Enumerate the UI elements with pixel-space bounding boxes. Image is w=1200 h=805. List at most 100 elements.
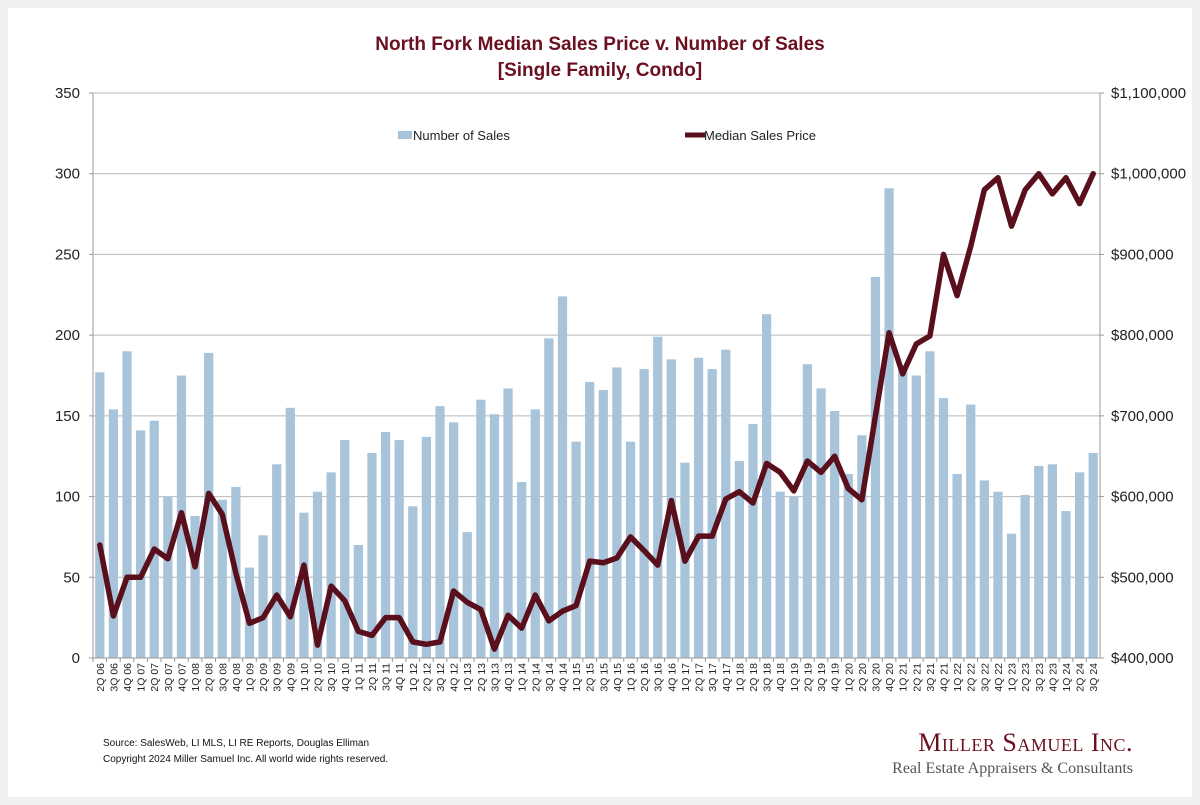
x-tick-label: 1Q 08 xyxy=(190,663,202,692)
bar-1Q-15 xyxy=(571,441,581,658)
x-tick-label: 3Q 08 xyxy=(217,663,229,692)
bar-1Q-08 xyxy=(190,515,200,658)
x-tick-label: 1Q 15 xyxy=(571,663,583,692)
bar-3Q-10 xyxy=(326,472,336,658)
bar-3Q-22 xyxy=(979,480,989,658)
bar-4Q-11 xyxy=(394,440,404,658)
bar-2Q-14 xyxy=(530,409,540,658)
bar-3Q-15 xyxy=(598,390,608,658)
x-tick-label: 2Q 24 xyxy=(1075,663,1087,692)
bar-1Q-10 xyxy=(299,512,309,658)
legend: Number of Sales Median Sales Price xyxy=(398,128,816,143)
x-tick-label: 1Q 24 xyxy=(1061,663,1073,692)
y-left-tick-label: 100 xyxy=(55,489,80,506)
x-tick-label: 4Q 22 xyxy=(993,663,1005,692)
bar-4Q-13 xyxy=(503,388,513,658)
legend-sales: Number of Sales xyxy=(413,128,510,143)
x-tick-label: 4Q 18 xyxy=(775,663,787,692)
chart-subtitle: [Single Family, Condo] xyxy=(498,60,702,81)
copyright-note: Copyright 2024 Miller Samuel Inc. All wo… xyxy=(103,754,389,765)
x-tick-label: 4Q 17 xyxy=(721,663,733,692)
logo-tagline: Real Estate Appraisers & Consultants xyxy=(892,760,1133,777)
x-tick-label: 2Q 13 xyxy=(476,663,488,692)
y-left-tick-label: 250 xyxy=(55,246,80,263)
bar-3Q-07 xyxy=(163,496,173,658)
bar-1Q-22 xyxy=(952,473,962,658)
bar-3Q-06 xyxy=(108,409,119,658)
x-tick-label: 3Q 11 xyxy=(381,663,393,691)
bar-3Q-11 xyxy=(380,432,391,658)
bar-3Q-16 xyxy=(653,336,663,658)
x-tick-label: 2Q 10 xyxy=(313,663,325,692)
bar-4Q-18 xyxy=(775,491,785,658)
x-tick-label: 2Q 09 xyxy=(258,663,270,692)
y-left-tick-label: 0 xyxy=(72,650,80,667)
x-tick-label: 3Q 23 xyxy=(1034,663,1046,692)
bar-4Q-10 xyxy=(340,440,350,658)
bar-1Q-24 xyxy=(1061,511,1071,658)
bar-1Q-18 xyxy=(734,461,745,658)
x-tick-label: 1Q 09 xyxy=(244,663,256,692)
bar-4Q-23 xyxy=(1047,464,1057,658)
legend-price: Median Sales Price xyxy=(704,128,816,143)
bar-3Q-09 xyxy=(272,464,282,658)
x-tick-label: 2Q 19 xyxy=(802,663,814,692)
x-tick-label: 3Q 17 xyxy=(707,663,719,692)
y-right-tick-label: $600,000 xyxy=(1111,489,1174,506)
x-tick-label: 3Q 19 xyxy=(816,663,828,692)
x-tick-label: 1Q 13 xyxy=(462,663,474,692)
x-tick-label: 4Q 07 xyxy=(176,663,188,692)
y-right-tick-label: $500,000 xyxy=(1111,569,1174,586)
bar-3Q-21 xyxy=(925,351,935,658)
x-tick-label: 2Q 12 xyxy=(421,663,433,692)
bar-2Q-24 xyxy=(1074,472,1085,658)
x-tick-label: 1Q 12 xyxy=(408,663,420,692)
x-tick-label: 4Q 20 xyxy=(884,663,896,692)
bar-3Q-23 xyxy=(1034,465,1044,658)
y-left-tick-label: 50 xyxy=(63,569,80,586)
x-tick-label: 3Q 21 xyxy=(925,663,937,692)
bar-3Q-12 xyxy=(435,406,445,658)
bar-4Q-14 xyxy=(557,296,568,658)
bar-2Q-10 xyxy=(312,491,323,658)
x-tick-label: 2Q 23 xyxy=(1020,663,1032,692)
x-tick-label: 3Q 22 xyxy=(979,663,991,692)
bar-1Q-19 xyxy=(789,496,799,658)
x-tick-label: 4Q 15 xyxy=(612,663,624,692)
x-tick-label: 4Q 09 xyxy=(285,663,297,692)
y-right-tick-label: $1,100,000 xyxy=(1111,85,1186,102)
x-tick-label: 3Q 09 xyxy=(272,663,284,692)
bar-3Q-19 xyxy=(816,388,826,658)
x-tick-label: 2Q 16 xyxy=(639,663,651,692)
x-tick-label: 1Q 22 xyxy=(952,663,964,692)
x-tick-label: 3Q 15 xyxy=(598,663,610,692)
y-right-tick-label: $700,000 xyxy=(1111,408,1174,425)
y-right-tick-label: $1,000,000 xyxy=(1111,166,1186,183)
bar-1Q-11 xyxy=(353,545,363,658)
x-tick-label: 2Q 08 xyxy=(204,663,216,692)
bar-1Q-20 xyxy=(843,473,853,658)
bar-2Q-09 xyxy=(258,535,268,658)
x-tick-label: 4Q 08 xyxy=(231,663,243,692)
bar-1Q-23 xyxy=(1006,533,1017,658)
x-tick-label: 1Q 17 xyxy=(680,663,692,692)
bar-2Q-21 xyxy=(911,375,921,658)
x-tick-label: 1Q 18 xyxy=(734,663,746,692)
x-tick-label: 2Q 20 xyxy=(857,663,869,692)
median-price-line xyxy=(97,170,1096,652)
logo-name: Miller Samuel Inc. xyxy=(918,728,1133,757)
bar-3Q-13 xyxy=(489,414,500,658)
bar-1Q-09 xyxy=(244,567,255,658)
bar-4Q-22 xyxy=(993,491,1003,658)
x-tick-label: 3Q 12 xyxy=(435,663,447,692)
bar-4Q-19 xyxy=(830,411,840,658)
x-tick-label: 1Q 16 xyxy=(626,663,638,692)
chart-card: North Fork Median Sales Price v. Number … xyxy=(8,8,1192,797)
y-right-tick-label: $900,000 xyxy=(1111,246,1174,263)
x-tick-label: 2Q 11 xyxy=(367,663,379,691)
bar-2Q-23 xyxy=(1020,494,1030,658)
bar-3Q-17 xyxy=(707,369,717,658)
x-tick-label: 1Q 19 xyxy=(789,663,801,692)
x-tick-label: 3Q 24 xyxy=(1088,663,1100,692)
bar-3Q-08 xyxy=(217,499,227,658)
